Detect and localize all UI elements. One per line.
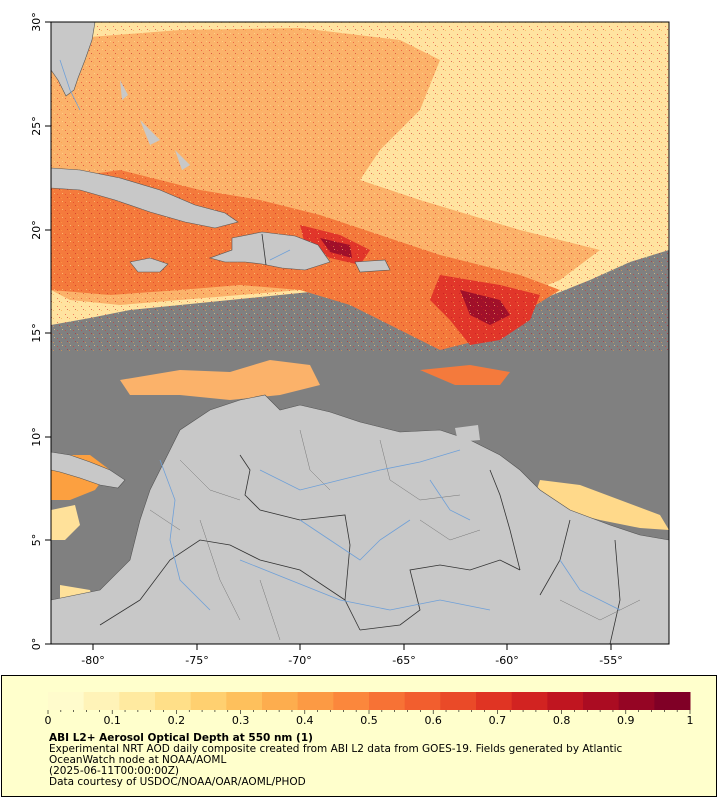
colorbar-label: 1: [687, 714, 694, 727]
colorbar-label: 0.4: [296, 714, 314, 727]
legend-credit: Data courtesy of USDOC/NOAA/OAR/AOML/PHO…: [49, 776, 306, 788]
rivers: [59, 59, 621, 611]
legend-date: (2025-06-11T00:00:00Z): [49, 765, 179, 777]
internal-borders: [149, 429, 641, 641]
land-panama: [51, 451, 126, 489]
legend-title: ABI L2+ Aerosol Optical Depth at 550 nm …: [49, 732, 313, 744]
colorbar-swatch: [190, 692, 227, 710]
colorbar-swatch: [48, 692, 85, 710]
land-florida: [51, 22, 96, 97]
colorbar-label: 0.3: [232, 714, 250, 727]
land-hispaniola: [209, 231, 331, 271]
legend-description-line: OceanWatch node at NOAA/AOML: [49, 754, 227, 766]
colorbar-label: 0.6: [424, 714, 442, 727]
lat-tick-label: 25°: [30, 116, 43, 136]
aod-patch-atlantic-east: [535, 480, 669, 530]
legend-description-line: Experimental NRT AOD daily composite cre…: [49, 743, 623, 755]
map: 0° 5° 10° 15° 20° 25° 30° -80° -75° -70°…: [30, 12, 670, 667]
lon-axis: -80° -75° -70° -65° -60° -55°: [81, 644, 623, 667]
lat-tick-label: 10°: [30, 427, 43, 447]
lon-tick-label: -80°: [81, 654, 104, 667]
lat-tick-label: 30°: [30, 12, 43, 32]
colorbar-swatch: [119, 692, 156, 710]
colorbar-swatch: [226, 692, 263, 710]
colorbar-swatch: [155, 692, 192, 710]
lon-tick-label: -75°: [185, 654, 208, 667]
land-puerto-rico: [354, 259, 391, 273]
colorbar-label: 0.7: [489, 714, 507, 727]
aod-patch-mid-atlantic: [420, 365, 510, 385]
land-cuba: [51, 167, 239, 229]
lon-tick-label: -55°: [599, 654, 622, 667]
colorbar-label: 0.9: [617, 714, 635, 727]
colorbar-labels: 0 0.1 0.2 0.3 0.4 0.5 0.6 0.7 0.8 0.9 1: [45, 714, 694, 727]
lat-tick-label: 15°: [30, 323, 43, 343]
land-south-america: [51, 394, 669, 644]
lat-tick-label: 0°: [30, 638, 43, 651]
colorbar-swatch: [440, 692, 477, 710]
lon-tick-label: -60°: [495, 654, 518, 667]
colorbar-swatch: [333, 692, 370, 710]
colorbar-swatches: [48, 692, 691, 710]
land-bahamas: [120, 80, 190, 170]
colorbar-swatch: [583, 692, 620, 710]
lat-axis: 0° 5° 10° 15° 20° 25° 30°: [30, 12, 51, 650]
colorbar-label: 0.8: [553, 714, 571, 727]
border-haiti-dr: [261, 233, 267, 266]
colorbar-swatch: [654, 692, 691, 710]
land-jamaica: [129, 257, 169, 273]
colorbar-label: 0.1: [103, 714, 121, 727]
colorbar-label: 0: [45, 714, 52, 727]
legend-panel: 0 0.1 0.2 0.3 0.4 0.5 0.6 0.7 0.8 0.9 1 ABI L2+ Ae…: [1, 675, 717, 797]
colorbar-swatch: [476, 692, 513, 710]
colorbar-label: 0.2: [168, 714, 186, 727]
colorbar-swatch: [262, 692, 299, 710]
legend-caption: ABI L2+ Aerosol Optical Depth at 550 nm …: [49, 733, 709, 788]
lon-tick-label: -65°: [392, 654, 415, 667]
colorbar-swatch: [404, 692, 441, 710]
land-trinidad: [455, 425, 480, 442]
aod-speckle-overlay: [51, 22, 669, 352]
aod-patch-caribbean: [120, 360, 320, 400]
colorbar-swatch: [511, 692, 548, 710]
colorbar-ticks: [47, 710, 691, 714]
colorbar-swatch: [618, 692, 655, 710]
lon-tick-label: -70°: [288, 654, 311, 667]
lat-tick-label: 5°: [30, 534, 43, 547]
colorbar: 0 0.1 0.2 0.3 0.4 0.5 0.6 0.7 0.8 0.9 1: [45, 692, 694, 727]
colorbar-swatch: [547, 692, 584, 710]
colorbar-swatch: [297, 692, 334, 710]
colorbar-label: 0.5: [360, 714, 378, 727]
colorbar-swatch: [83, 692, 120, 710]
lat-tick-label: 20°: [30, 220, 43, 240]
colorbar-swatch: [369, 692, 406, 710]
